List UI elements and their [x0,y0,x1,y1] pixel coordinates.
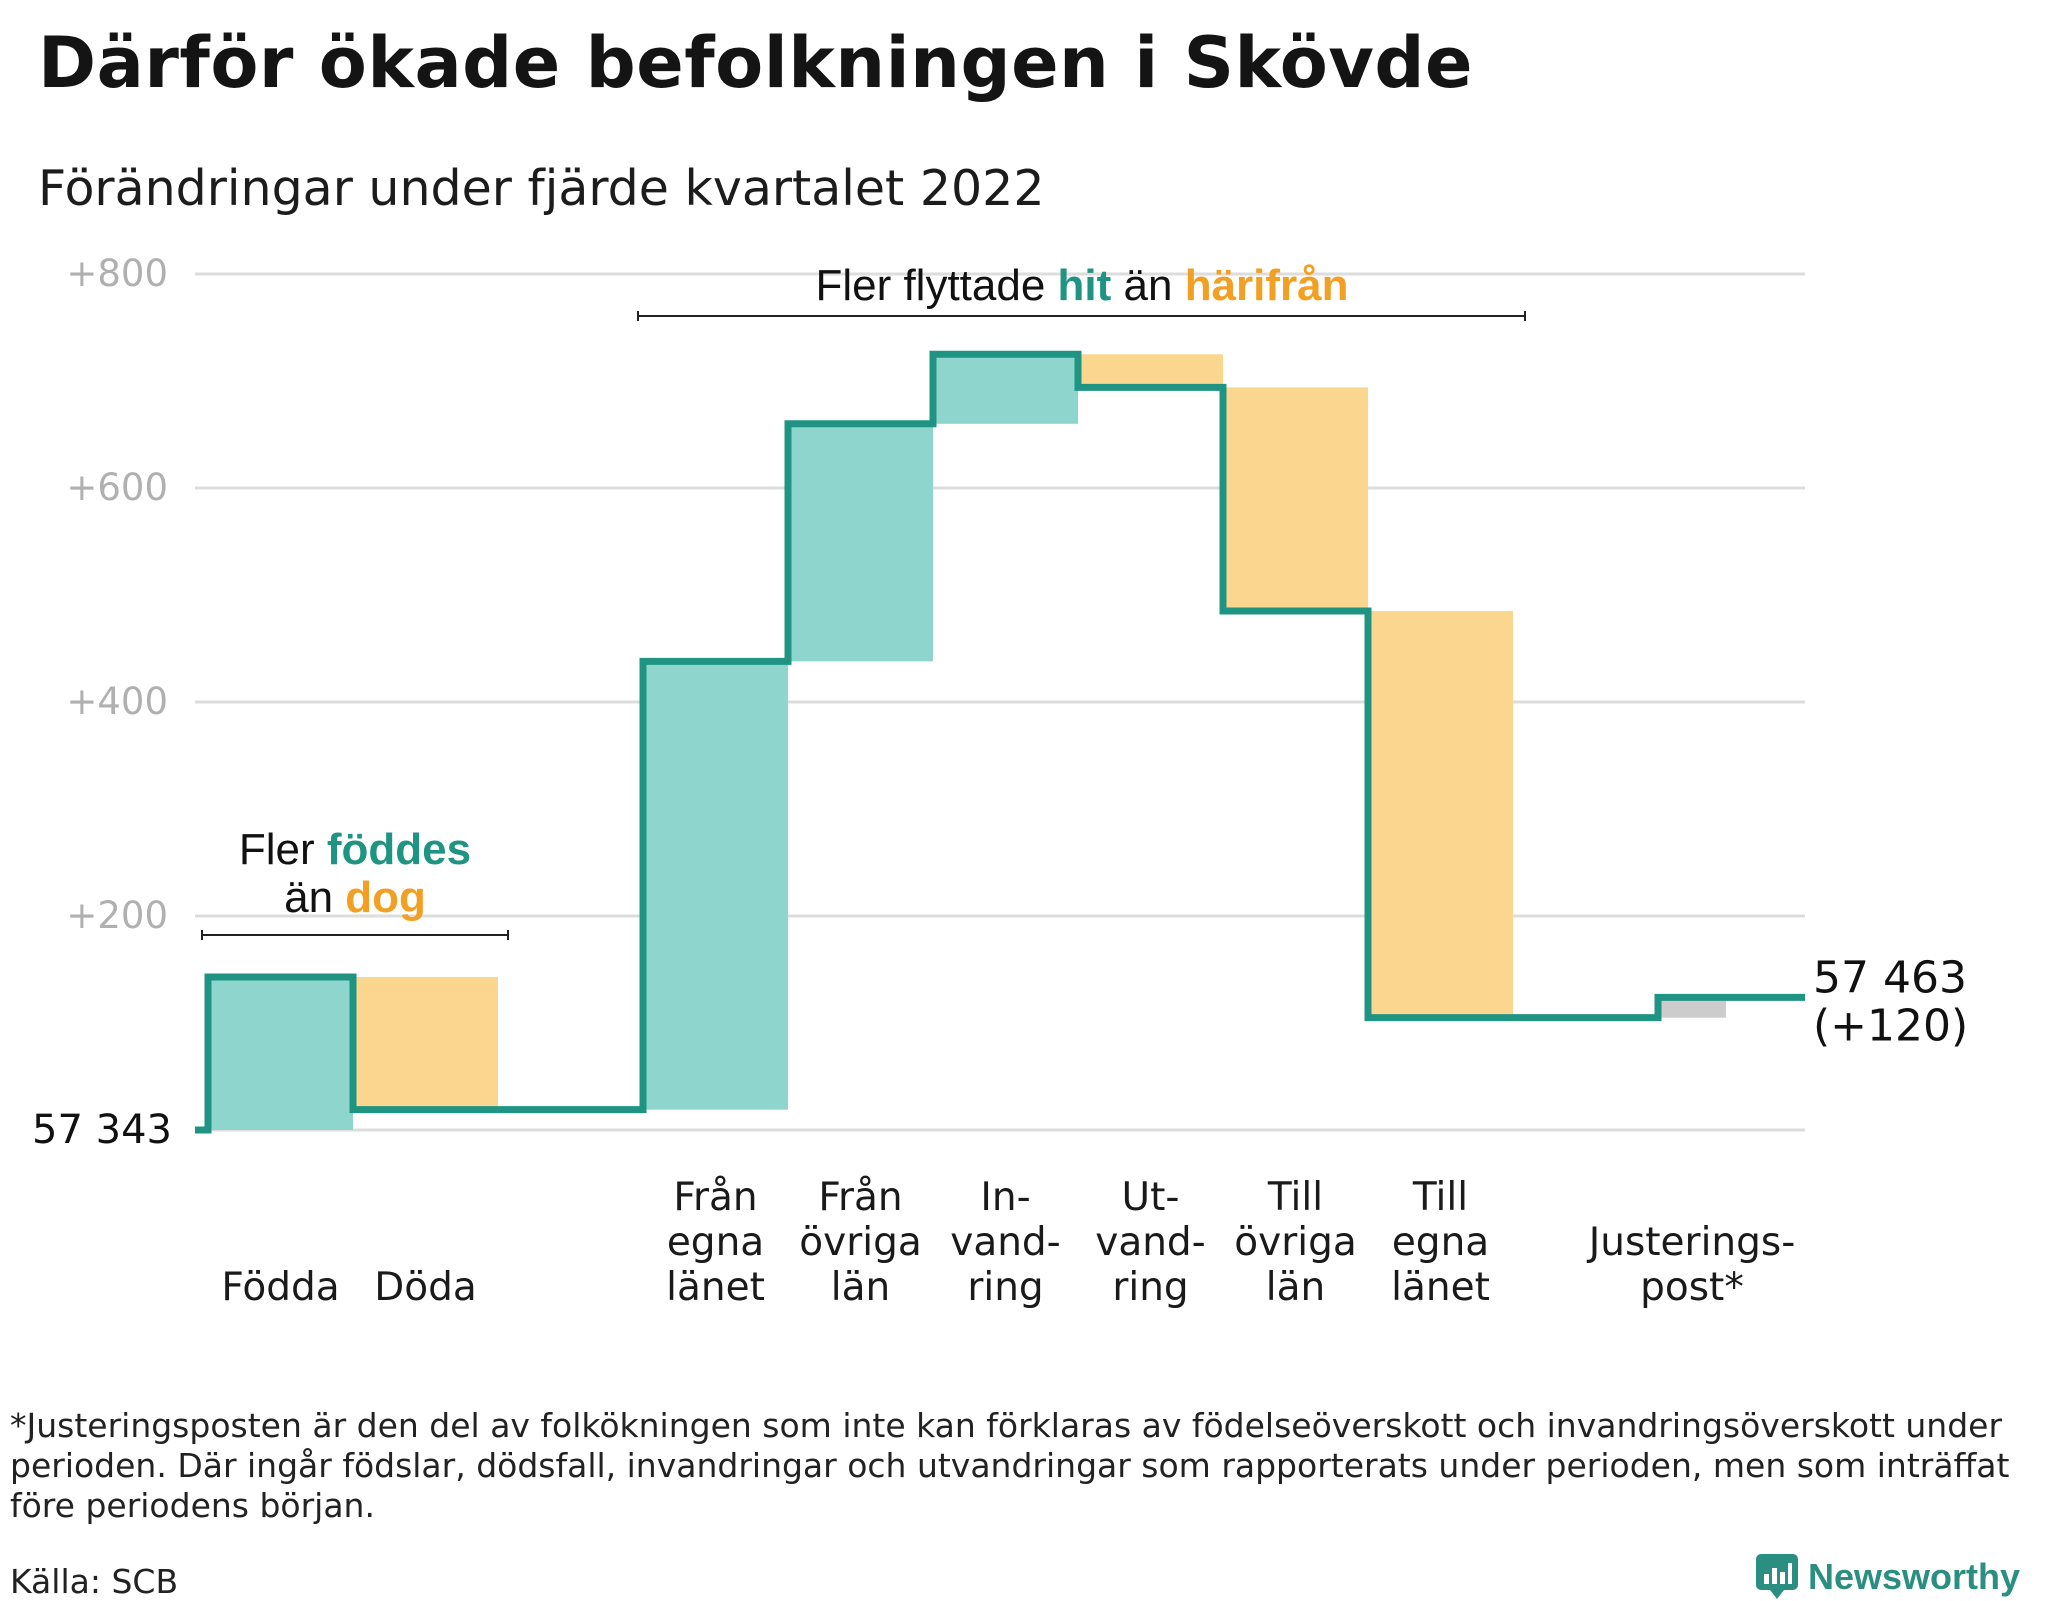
x-category-label: län [831,1265,890,1310]
x-category-label: Justerings- [1586,1220,1796,1265]
x-category-label: In- [980,1175,1030,1220]
bar-tillövrigalän [1223,387,1368,612]
x-category-label: Från [673,1175,757,1220]
bar-frånövrigalän [788,423,933,662]
x-category-label: ring [1112,1265,1188,1310]
x-category-label: länet [1391,1265,1490,1310]
x-category-label: Till [1267,1175,1323,1220]
births-annotation-line1: Fler föddes [239,825,471,874]
brand-logo: Newsworthy [1755,1554,2020,1600]
x-category-label: Ut- [1122,1175,1180,1220]
start-value-label: 57 343 [32,1107,172,1153]
chart-title: Därför ökade befolkningen i Skövde [38,22,1474,104]
x-category-label: vand- [1095,1220,1206,1265]
bar-invandring [933,354,1078,424]
x-category-label: Födda [221,1265,339,1310]
x-category-label: ring [967,1265,1043,1310]
births-annotation-line2: än dog [284,873,426,922]
bar-utvandring [1078,354,1223,388]
migration-annotation: Fler flyttade hit än härifrån [815,261,1348,310]
brand-name: Newsworthy [1807,1556,2020,1597]
chart-subtitle: Förändringar under fjärde kvartalet 2022 [38,160,1045,217]
bar-döda [353,976,498,1110]
bar-födda [208,976,353,1130]
x-category-label: län [1266,1265,1325,1310]
y-tick-label: +400 [66,680,168,723]
cumulative-line [195,350,1805,1134]
x-category-label: Från [818,1175,902,1220]
y-tick-label: +200 [66,894,168,937]
x-category-label: övriga [1234,1220,1356,1265]
x-category-label: post* [1640,1265,1744,1310]
end-value-label: 57 463 [1813,952,1967,1003]
y-tick-label: +800 [66,252,168,295]
x-category-label: övriga [799,1220,921,1265]
x-category-label: egna [667,1220,764,1265]
y-tick-label: +600 [66,466,168,509]
x-category-label: länet [666,1265,765,1310]
source-note: Källa: SCB [10,1562,179,1601]
end-change-label: (+120) [1813,1000,1968,1051]
bar-justeringspost [1658,997,1726,1018]
x-category-label: egna [1392,1220,1489,1265]
bar-frånegnalänet [643,661,788,1110]
x-category-label: Till [1412,1175,1468,1220]
newsworthy-logo-icon [1755,1554,1798,1599]
x-category-label: Döda [374,1265,477,1310]
bar-tillegnalänet [1368,611,1513,1018]
x-category-label: vand- [950,1220,1061,1265]
footnote: *Justeringsposten är den del av folkökni… [10,1406,2010,1525]
